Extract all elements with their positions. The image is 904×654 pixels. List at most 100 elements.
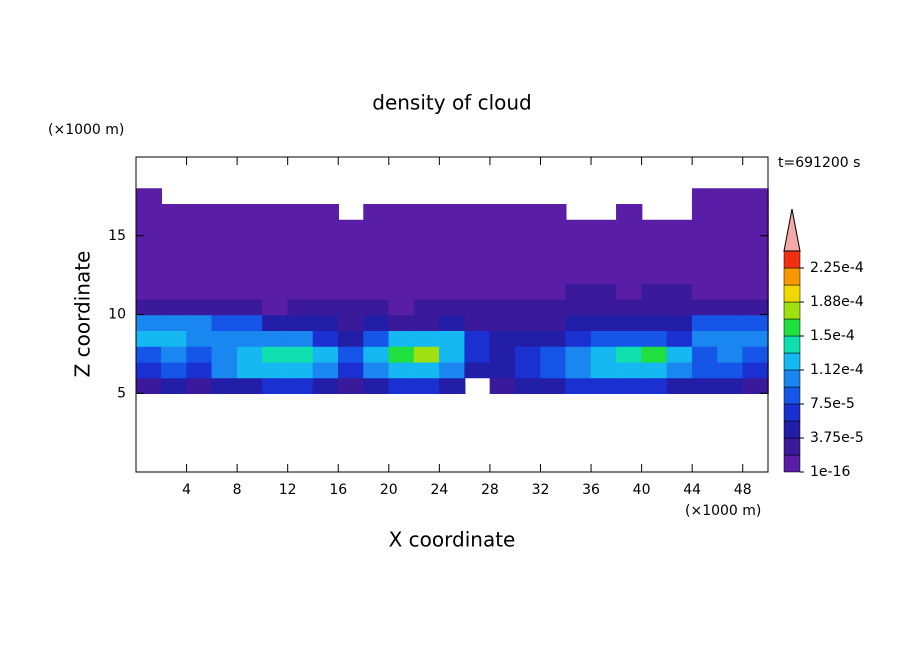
contour-cell (287, 330, 314, 347)
contour-cell (742, 377, 769, 394)
contour-cell (666, 314, 693, 331)
contour-cell (186, 330, 213, 347)
colorbar-band (783, 318, 801, 337)
contour-cell (590, 298, 618, 316)
contour-cell (413, 235, 441, 253)
contour-cell (691, 267, 719, 284)
contour-cell (186, 267, 213, 284)
x-tick-label: 24 (430, 482, 448, 498)
contour-cell (717, 345, 744, 363)
contour-cell (312, 361, 339, 379)
contour-cell (413, 282, 441, 300)
contour-cell (439, 314, 466, 331)
contour-cell (337, 314, 365, 331)
contour-cell (616, 361, 643, 379)
x-axis-label: X coordinate (389, 528, 516, 552)
colorbar-tick-label: 1.88e-4 (810, 294, 864, 310)
contour-cell (161, 204, 188, 221)
contour-cell (464, 235, 491, 253)
colorbar-tick-label: 1.5e-4 (810, 328, 855, 344)
contour-cell (439, 235, 466, 253)
contour-cell (590, 267, 618, 284)
contour-cell (135, 282, 163, 300)
contour-cell (186, 314, 213, 331)
contour-cell (135, 204, 163, 221)
contour-cell (590, 251, 618, 268)
contour-cell (211, 377, 238, 394)
contour-cell (641, 345, 668, 363)
colorbar-band (783, 369, 801, 388)
contour-cell (388, 235, 415, 253)
contour-cell (186, 204, 213, 221)
contour-cell (742, 251, 769, 268)
contour-cell (413, 204, 441, 221)
contour-cell (363, 345, 390, 363)
contour-cell (565, 361, 592, 379)
contour-cell (262, 377, 289, 394)
contour-cell (413, 219, 441, 237)
contour-cell (262, 204, 289, 221)
contour-cell (742, 267, 769, 284)
contour-cell (413, 251, 441, 268)
contour-cell (590, 330, 618, 347)
contour-cell (717, 377, 744, 394)
contour-cell (514, 377, 542, 394)
contour-cell (287, 361, 314, 379)
contour-cell (161, 219, 188, 237)
contour-cell (489, 251, 516, 268)
contour-cell (312, 235, 339, 253)
contour-cell (489, 282, 516, 300)
contour-cell (717, 188, 744, 205)
contour-cell (489, 361, 516, 379)
contour-cell (211, 267, 238, 284)
contour-cell (514, 345, 542, 363)
contour-cell (489, 330, 516, 347)
contour-cell (717, 235, 744, 253)
contour-cell (514, 282, 542, 300)
contour-cell (489, 219, 516, 237)
x-tick-label: 20 (380, 482, 398, 498)
contour-cell (135, 219, 163, 237)
contour-cell (717, 314, 744, 331)
contour-cell (135, 330, 163, 347)
contour-cell (489, 314, 516, 331)
contour-cell (236, 282, 264, 300)
y-tick-label: 10 (108, 307, 126, 323)
contour-cell (388, 377, 415, 394)
contour-cell (540, 377, 567, 394)
contour-cell (540, 219, 567, 237)
contour-cell (565, 235, 592, 253)
contour-cell (717, 267, 744, 284)
contour-cell (312, 298, 339, 316)
contour-cell (540, 235, 567, 253)
contour-cell (464, 204, 491, 221)
contour-cell (514, 361, 542, 379)
contour-cell (211, 251, 238, 268)
contour-cell (388, 314, 415, 331)
contour-cell (211, 330, 238, 347)
contour-cell (742, 235, 769, 253)
contour-cell (641, 298, 668, 316)
contour-cell (514, 314, 542, 331)
contour-cell (540, 282, 567, 300)
colorbar-tick-label: 2.25e-4 (810, 260, 864, 276)
contour-cell (236, 330, 264, 347)
contour-cell (312, 282, 339, 300)
x-tick-label: 36 (582, 482, 600, 498)
contour-cell (388, 219, 415, 237)
contour-cell (363, 267, 390, 284)
contour-cell (666, 219, 693, 237)
contour-cell (236, 219, 264, 237)
contour-cell (439, 361, 466, 379)
contour-cell (691, 219, 719, 237)
contour-cell (717, 251, 744, 268)
contour-cell (742, 188, 769, 205)
contour-cell (337, 298, 365, 316)
colorbar-tick-label: 3.75e-5 (810, 430, 864, 446)
contour-cell (161, 377, 188, 394)
contour-cell (439, 267, 466, 284)
contour-cell (742, 204, 769, 221)
contour-cell (312, 377, 339, 394)
contour-cell (514, 330, 542, 347)
contour-cell (641, 282, 668, 300)
